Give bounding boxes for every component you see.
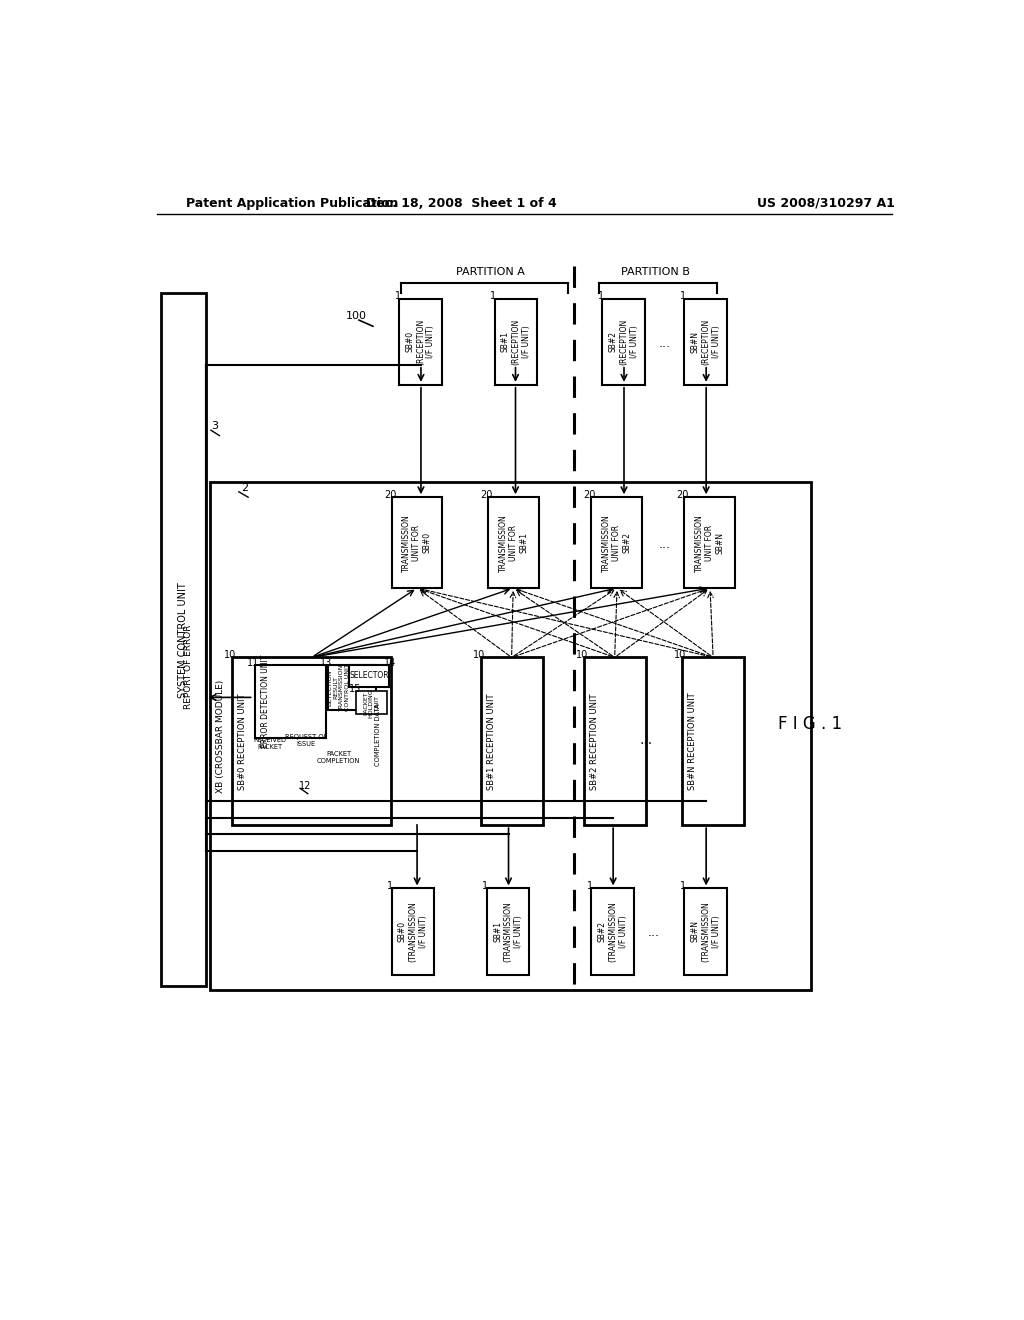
Bar [480,657,543,825]
Text: 10: 10 [473,649,485,660]
Text: TRANSMISSION
UNIT FOR
SB#N: TRANSMISSION UNIT FOR SB#N [694,513,725,572]
Text: US 2008/310297 A1: US 2008/310297 A1 [757,197,894,210]
Bar [684,498,735,589]
Text: 100: 100 [346,312,368,321]
Text: ...: ... [647,925,659,939]
Text: REQUEST OF
ISSUE: REQUEST OF ISSUE [285,734,328,747]
Bar [684,298,727,385]
Text: 2: 2 [241,483,248,492]
Text: SELECTOR: SELECTOR [349,672,389,680]
Text: 3: 3 [211,421,218,432]
Bar [391,498,442,589]
Bar [584,657,646,825]
Bar [684,888,727,974]
Text: 10: 10 [577,649,588,660]
Text: SB#0
(TRANSMISSION
I/F UNIT): SB#0 (TRANSMISSION I/F UNIT) [398,902,428,962]
Text: SB#2
(TRANSMISSION
I/F UNIT): SB#2 (TRANSMISSION I/F UNIT) [598,902,628,962]
Text: PACKET
COMPLETION: PACKET COMPLETION [317,751,360,764]
Bar [161,293,206,986]
Text: SB#0
(RECEPTION
I/F UNIT): SB#0 (RECEPTION I/F UNIT) [406,318,435,364]
Text: 20: 20 [584,490,596,500]
Text: 1: 1 [598,292,604,301]
Bar [602,298,645,385]
Bar [255,665,327,738]
Text: Dec. 18, 2008  Sheet 1 of 4: Dec. 18, 2008 Sheet 1 of 4 [366,197,557,210]
Bar [486,888,529,974]
Text: ...: ... [659,539,671,552]
Text: 1: 1 [482,880,488,891]
Text: PACKET
HOLDING
UNIT: PACKET HOLDING UNIT [364,688,380,718]
Bar [495,298,538,385]
Text: 20: 20 [384,490,396,500]
Bar [231,657,391,825]
Bar [488,498,539,589]
Bar [356,692,387,714]
Text: 1: 1 [680,880,686,891]
Bar [328,665,376,710]
Text: 1: 1 [394,292,400,301]
Bar [592,498,642,589]
Bar [349,665,389,686]
Text: 15: 15 [349,684,361,694]
Text: SB#2
(RECEPTION
I/F UNIT): SB#2 (RECEPTION I/F UNIT) [608,318,639,364]
Bar [399,298,442,385]
Text: ERROR DETECTION UNIT: ERROR DETECTION UNIT [261,655,270,748]
Text: 12: 12 [299,781,311,791]
Text: XB (CROSSBAR MODULE): XB (CROSSBAR MODULE) [216,680,225,792]
Bar [682,657,744,825]
Text: SB#N
(TRANSMISSION
I/F UNIT): SB#N (TRANSMISSION I/F UNIT) [691,902,721,962]
Text: SB#1
(RECEPTION
I/F UNIT): SB#1 (RECEPTION I/F UNIT) [501,318,530,364]
Text: TRANSMISSION
UNIT FOR
SB#2: TRANSMISSION UNIT FOR SB#2 [602,513,632,572]
Text: COMPLETION DATA: COMPLETION DATA [375,704,381,766]
Text: 1: 1 [680,292,686,301]
Bar [210,482,811,990]
Text: SYSTEM CONTROL UNIT: SYSTEM CONTROL UNIT [178,582,188,697]
Text: SB#N
(RECEPTION
I/F UNIT): SB#N (RECEPTION I/F UNIT) [691,318,721,364]
Text: REPORT OF ERROR: REPORT OF ERROR [184,624,193,709]
Text: DETECTION
RESULT
TRANSMISSION
CONTROL UNIT: DETECTION RESULT TRANSMISSION CONTROL UN… [328,664,350,711]
Text: PARTITION A: PARTITION A [457,268,525,277]
Text: 11: 11 [248,657,260,668]
Text: TRANSMISSION
UNIT FOR
SB#1: TRANSMISSION UNIT FOR SB#1 [499,513,528,572]
Text: ...: ... [639,733,652,747]
Text: 10: 10 [675,649,687,660]
Text: 20: 20 [480,490,493,500]
Text: SB#N RECEPTION UNIT: SB#N RECEPTION UNIT [688,693,697,791]
Text: SB#1 RECEPTION UNIT: SB#1 RECEPTION UNIT [487,693,496,789]
Bar [391,888,434,974]
Text: ...: ... [659,337,671,350]
Text: 10: 10 [224,649,237,660]
Text: Patent Application Publication: Patent Application Publication [186,197,398,210]
Text: F I G . 1: F I G . 1 [778,715,842,734]
Text: 14: 14 [384,657,396,668]
Bar [592,888,634,974]
Text: PARTITION B: PARTITION B [621,268,689,277]
Text: SB#0 RECEPTION UNIT: SB#0 RECEPTION UNIT [239,693,247,789]
Text: 13: 13 [321,657,333,668]
Text: 1: 1 [387,880,393,891]
Text: SB#2 RECEPTION UNIT: SB#2 RECEPTION UNIT [590,693,599,789]
Text: 1: 1 [587,880,593,891]
Text: 20: 20 [677,490,689,500]
Text: RECEIVED
PACKET: RECEIVED PACKET [253,737,287,750]
Text: TRANSMISSION
UNIT FOR
SB#0: TRANSMISSION UNIT FOR SB#0 [401,513,431,572]
Text: SB#1
(TRANSMISSION
I/F UNIT): SB#1 (TRANSMISSION I/F UNIT) [494,902,523,962]
Text: 1: 1 [489,292,496,301]
